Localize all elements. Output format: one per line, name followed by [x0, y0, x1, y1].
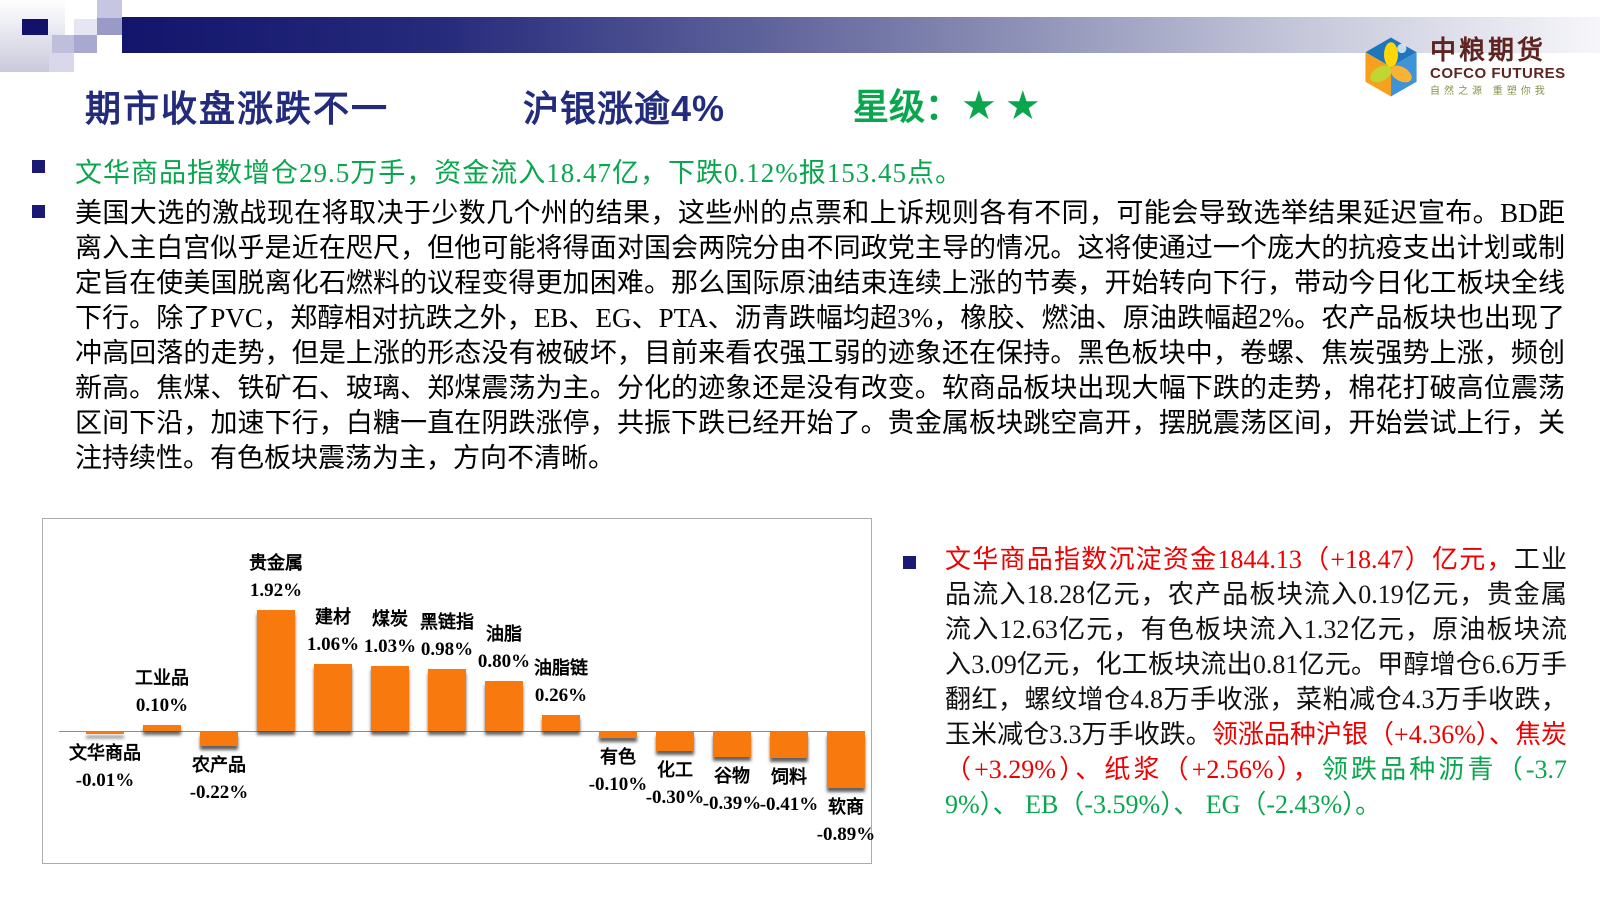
bar-category-label: 软商	[828, 797, 864, 817]
page-title: 期市收盘涨跌不一	[85, 88, 390, 129]
fund-flow-note: 文华商品指数沉淀资金1844.13（+18.47）亿元，工业品流入18.28亿元…	[945, 542, 1567, 822]
deco-square	[22, 19, 48, 35]
logo-name-en: COFCO FUTURES	[1430, 65, 1566, 82]
star-rating: 星级：★★	[853, 78, 1049, 130]
note-run-green: 领跌品种沥青（-3.79%）、 EB（-3.59%）、 EG（-2.43%）。	[945, 755, 1567, 819]
bar-饲料	[770, 732, 808, 758]
bar-贵金属	[257, 610, 295, 731]
chart-plot-area: 文华商品 -0.01% 工业品 0.10% 农产品 -0.22% 贵金属 1.92% 建材 1.0…	[43, 519, 875, 863]
sector-change-bar-chart: 文华商品 -0.01% 工业品 0.10% 农产品 -0.22% 贵金属 1.92% 建材 1.0…	[42, 518, 875, 864]
bar-文华商品	[86, 732, 124, 734]
deco-square	[74, 19, 97, 35]
bar-value-label: 0.10%	[135, 695, 189, 716]
logo-tagline: 自然之源 重塑你我	[1430, 86, 1549, 97]
logo-name-cn: 中粮期货	[1430, 35, 1547, 65]
deco-square	[97, 18, 122, 35]
bar-油脂链	[542, 715, 580, 731]
bar-value-label: -0.89%	[816, 824, 876, 845]
deco-square	[49, 53, 74, 72]
bar-value-label: -0.10%	[588, 774, 648, 795]
star-icons: ★★	[961, 84, 1049, 128]
bar-value-label: -0.39%	[702, 793, 762, 814]
bar-category-label: 黑链指	[420, 612, 474, 632]
note-run-red: 文华商品指数沉淀资金1844.13（+18.47）亿元，	[945, 545, 1514, 574]
bar-油脂	[485, 681, 523, 731]
bar-value-label: 0.26%	[534, 685, 588, 706]
bar-有色	[599, 732, 637, 738]
cofco-cube-icon	[1365, 37, 1417, 97]
deco-square	[97, 0, 122, 18]
bar-化工	[656, 732, 694, 751]
market-commentary: 美国大选的激战现在将取决于少数几个州的结果，这些州的点票和上诉规则各有不同，可能…	[75, 198, 1565, 473]
bar-category-label: 油脂	[486, 624, 522, 644]
bar-农产品	[200, 732, 238, 746]
star-rating-label: 星级：	[853, 86, 962, 127]
bar-value-label: 1.92%	[249, 580, 303, 601]
bar-category-label: 贵金属	[249, 553, 303, 573]
bar-软商	[827, 732, 865, 788]
page-subtitle: 沪银涨逾4%	[523, 88, 726, 129]
note-run-black: 工业品流入18.28亿元，农产品板块流入0.19亿元，贵金属流入12.63亿元，…	[945, 545, 1567, 749]
bar-category-label: 有色	[600, 747, 636, 767]
bar-category-label: 饲料	[771, 767, 807, 787]
bar-value-label: 0.98%	[420, 639, 474, 660]
bar-谷物	[713, 732, 751, 757]
bar-category-label: 油脂链	[534, 658, 588, 678]
bar-value-label: -0.01%	[75, 770, 135, 791]
bar-黑链指	[428, 669, 466, 731]
bar-value-label: -0.22%	[189, 782, 249, 803]
bar-建材	[314, 664, 352, 731]
bar-category-label: 化工	[657, 760, 693, 780]
bullet-marker-icon	[32, 160, 45, 173]
deco-square	[52, 35, 74, 53]
index-summary-line: 文华商品指数增仓29.5万手，资金流入18.47亿，下跌0.12%报153.45…	[75, 158, 963, 188]
bar-煤炭	[371, 666, 409, 731]
deco-square	[74, 35, 97, 53]
chart-zero-axis	[59, 731, 865, 732]
bar-value-label: -0.41%	[759, 794, 819, 815]
bullet-marker-icon	[32, 205, 45, 218]
bar-value-label: 0.80%	[477, 651, 531, 672]
bar-category-label: 文华商品	[69, 743, 141, 763]
bar-value-label: 1.06%	[306, 634, 360, 655]
bar-category-label: 工业品	[135, 668, 189, 688]
bar-value-label: -0.30%	[645, 787, 705, 808]
header-gradient-bar	[122, 17, 1600, 53]
note-run-red: 领涨品种沪银（+4.36%）、焦炭（+3.29%）、纸浆（+2.56%），	[945, 720, 1567, 784]
cofco-logo: 中粮期货 COFCO FUTURES 自然之源 重塑你我	[1360, 28, 1590, 113]
bar-category-label: 农产品	[192, 755, 246, 775]
bar-category-label: 建材	[315, 607, 351, 627]
bar-category-label: 谷物	[714, 766, 750, 786]
bar-category-label: 煤炭	[372, 609, 408, 629]
bar-value-label: 1.03%	[363, 636, 417, 657]
bullet-marker-icon	[903, 556, 916, 569]
bar-工业品	[143, 725, 181, 731]
